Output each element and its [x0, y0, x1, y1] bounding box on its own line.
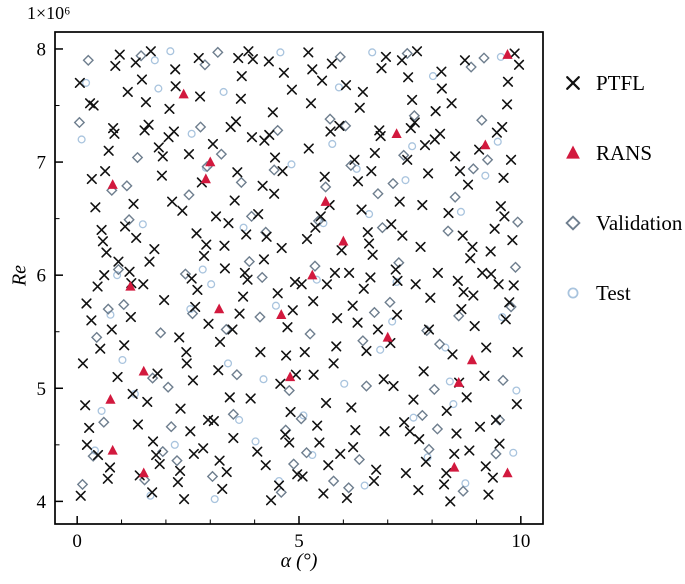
- legend-item-label: Test: [596, 280, 631, 305]
- legend-item-rans: RANS: [560, 140, 682, 166]
- legend-item-test: Test: [560, 280, 682, 306]
- legend-item-label: RANS: [596, 140, 653, 165]
- x-tick-label: 10: [511, 531, 530, 552]
- x-axis-label: α (°): [280, 550, 318, 572]
- x-axis-ticks: 0 5 10: [72, 516, 530, 552]
- legend: PTFL RANS Validation Test: [560, 70, 682, 306]
- legend-item-validation: Validation: [560, 210, 682, 236]
- y-axis-ticks: 4 5 6 7 8: [37, 39, 63, 513]
- diamond-marker-icon: [565, 215, 581, 231]
- legend-item-ptfl: PTFL: [560, 70, 682, 96]
- y-tick-label: 6: [37, 266, 47, 287]
- y-axis-label: Re: [8, 264, 31, 287]
- x-tick-label: 5: [294, 531, 304, 552]
- legend-item-label: PTFL: [596, 70, 646, 95]
- x-tick-label: 0: [72, 531, 82, 552]
- y-tick-label: 7: [37, 153, 47, 174]
- cross-marker-icon: [566, 76, 580, 90]
- circle-marker-icon: [567, 287, 579, 299]
- series-ptfl-points: [74, 46, 525, 507]
- series-test-points: [77, 47, 521, 504]
- legend-item-label: Validation: [596, 210, 683, 235]
- triangle-marker-icon: [566, 145, 580, 159]
- y-tick-label: 5: [37, 379, 47, 400]
- y-tick-label: 4: [37, 492, 47, 513]
- series-validation-points: [73, 46, 524, 499]
- y-tick-label: 8: [37, 39, 47, 60]
- y-axis-offset-label: 1×10⁶: [27, 3, 71, 23]
- series-rans-points: [105, 49, 513, 478]
